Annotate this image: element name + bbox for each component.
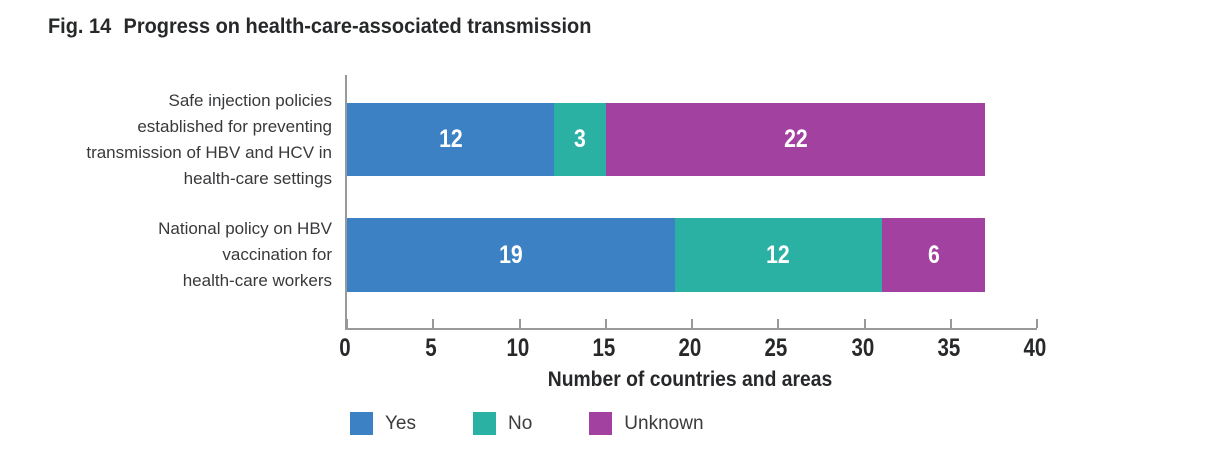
legend-swatch [589, 412, 613, 435]
x-tick-label: 35 [937, 334, 961, 362]
bar-value-label: 3 [573, 125, 586, 153]
bar-row: 19 12 6 [347, 218, 1037, 292]
legend-label: No [508, 412, 533, 434]
x-tick-label: 30 [851, 334, 874, 362]
legend-swatch [350, 412, 373, 435]
legend-label: Yes [385, 412, 416, 434]
category-label: Safe injection policies established for … [86, 91, 332, 188]
x-tick-label: 5 [425, 334, 437, 362]
x-axis-tick [777, 319, 780, 328]
bar-value-label: 19 [499, 240, 523, 269]
figure-title: Fig. 14 Progress on health-care-associate… [48, 15, 591, 39]
legend-item-no: No [473, 412, 532, 435]
category-label: National policy on HBV vaccination for h… [158, 219, 332, 290]
x-tick-label: 20 [678, 334, 702, 362]
x-tick-label: 0 [339, 334, 351, 362]
x-axis-tick [1036, 319, 1038, 328]
bar-segment-yes: 12 [347, 103, 554, 176]
x-tick-label: 15 [592, 334, 616, 362]
bar-row: 12 3 22 [347, 103, 1037, 176]
plot-area: 12 3 22 19 12 6 [345, 75, 1038, 330]
legend-item-unknown: Unknown [589, 412, 704, 435]
legend-item-yes: Yes [350, 412, 416, 435]
x-axis-tick [432, 319, 435, 328]
x-axis-tick [949, 319, 952, 328]
legend: Yes No Unknown [350, 412, 704, 435]
bar-value-label: 12 [438, 125, 463, 153]
bar-value-label: 22 [783, 125, 808, 153]
figure-title-text: Progress on health-care-associated trans… [123, 15, 592, 38]
bar-segment-no: 12 [674, 218, 882, 292]
legend-swatch [473, 412, 496, 435]
x-tick-label: 10 [506, 334, 529, 362]
x-axis-tick [604, 319, 607, 328]
x-axis-tick [518, 319, 521, 328]
bar-segment-no: 3 [554, 103, 606, 176]
bar-segment-yes: 19 [347, 218, 675, 292]
x-axis-title: Number of countries and areas [547, 368, 833, 391]
bar-value-label: 6 [927, 240, 940, 269]
x-tick-label: 40 [1023, 334, 1047, 362]
x-axis-tick [863, 319, 866, 328]
bar-segment-unknown: 22 [605, 103, 986, 176]
bar-segment-unknown: 6 [881, 218, 986, 292]
bar-value-label: 12 [766, 240, 791, 269]
x-axis-tick [691, 319, 693, 328]
x-tick-label: 25 [764, 334, 788, 362]
legend-label: Unknown [624, 412, 704, 434]
x-axis-tick [346, 319, 348, 328]
figure-number: Fig. 14 [48, 15, 112, 38]
